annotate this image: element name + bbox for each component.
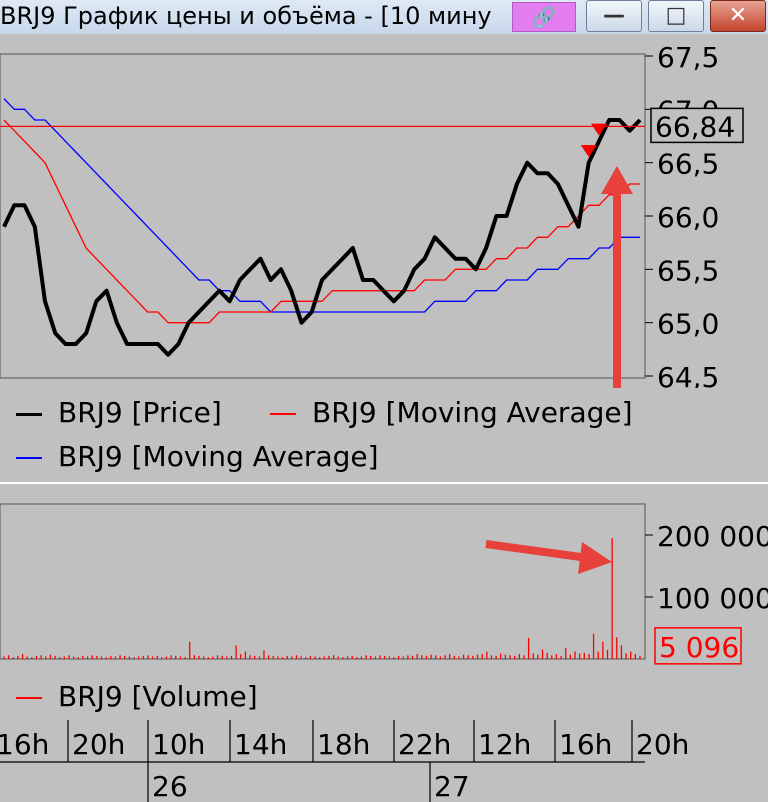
- volume-plot-frame: [0, 503, 646, 660]
- legend-ma-red-swatch: [270, 413, 296, 415]
- current-price-label: 66,84: [655, 110, 735, 143]
- hour-label: 20h: [636, 728, 689, 761]
- legend-ma-blue-label: BRJ9 [Moving Average]: [58, 440, 379, 473]
- time-axis: 16h 20h 10h 14h 18h 22h 12h 16h 20h 26 27: [0, 718, 768, 802]
- y-tick-label: 65,0: [657, 308, 719, 341]
- link-icon[interactable]: 🔗: [512, 2, 576, 32]
- price-chart: 67,567,066,566,065,565,064,566,84: [0, 34, 768, 388]
- legend-ma-blue-swatch: [16, 457, 42, 459]
- legend-price: BRJ9 [Price]: [16, 396, 222, 429]
- legend-ma-blue: BRJ9 [Moving Average]: [16, 440, 379, 473]
- y-tick-label: 66,5: [657, 148, 719, 181]
- hour-label: 10h: [152, 728, 205, 761]
- hour-label: 16h: [559, 728, 612, 761]
- current-volume-box: [654, 627, 742, 665]
- volume-chart: 200 000 100 000 5 096: [0, 496, 768, 672]
- current-volume-label: 5 096: [659, 631, 739, 664]
- hour-label: 20h: [72, 728, 125, 761]
- y-tick-label: 66,0: [657, 201, 719, 234]
- legend-price-label: BRJ9 [Price]: [58, 396, 222, 429]
- hour-label: 16h: [0, 728, 49, 761]
- legend-ma-red-label: BRJ9 [Moving Average]: [312, 396, 633, 429]
- hour-label: 12h: [478, 728, 531, 761]
- plot-frame: [0, 53, 646, 379]
- minimize-icon[interactable]: —: [586, 0, 642, 32]
- ma-blue-series-line: [3, 98, 640, 313]
- legend-volume-label: BRJ9 [Volume]: [58, 680, 258, 713]
- price-marker: [580, 145, 597, 157]
- hour-label: 18h: [317, 728, 370, 761]
- window-titlebar: BRJ9 График цены и объёма - [10 мину 🔗 —…: [0, 0, 768, 35]
- legend-price-swatch: [16, 412, 42, 416]
- current-price-box: [650, 107, 744, 144]
- hour-label: 14h: [234, 728, 287, 761]
- y-tick-label: 65,5: [657, 254, 719, 287]
- window-title: BRJ9 График цены и объёма - [10 мину: [0, 2, 492, 30]
- day-label: 27: [434, 770, 470, 802]
- legend-volume-swatch: [16, 697, 42, 699]
- ma-red-series-line: [3, 119, 640, 324]
- y-tick-label: 64,5: [657, 361, 719, 388]
- hour-label: 22h: [398, 728, 451, 761]
- maximize-icon[interactable]: □: [648, 0, 704, 32]
- close-icon[interactable]: ✕: [710, 0, 766, 32]
- y-tick-label: 67,5: [657, 41, 719, 74]
- price-marker: [590, 123, 607, 136]
- annotation-arrow-up-head: [601, 166, 633, 194]
- day-label: 26: [152, 770, 188, 802]
- price-series-line: [2, 118, 642, 357]
- volume-tick-label: 100 000: [657, 582, 768, 615]
- legend-ma-red: BRJ9 [Moving Average]: [270, 396, 633, 429]
- panel-separator: [0, 482, 768, 484]
- annotation-arrow-right-head: [578, 542, 612, 574]
- legend-volume: BRJ9 [Volume]: [16, 680, 258, 713]
- annotation-arrow-right-shaft: [485, 540, 589, 562]
- volume-tick-label: 200 000: [657, 520, 768, 553]
